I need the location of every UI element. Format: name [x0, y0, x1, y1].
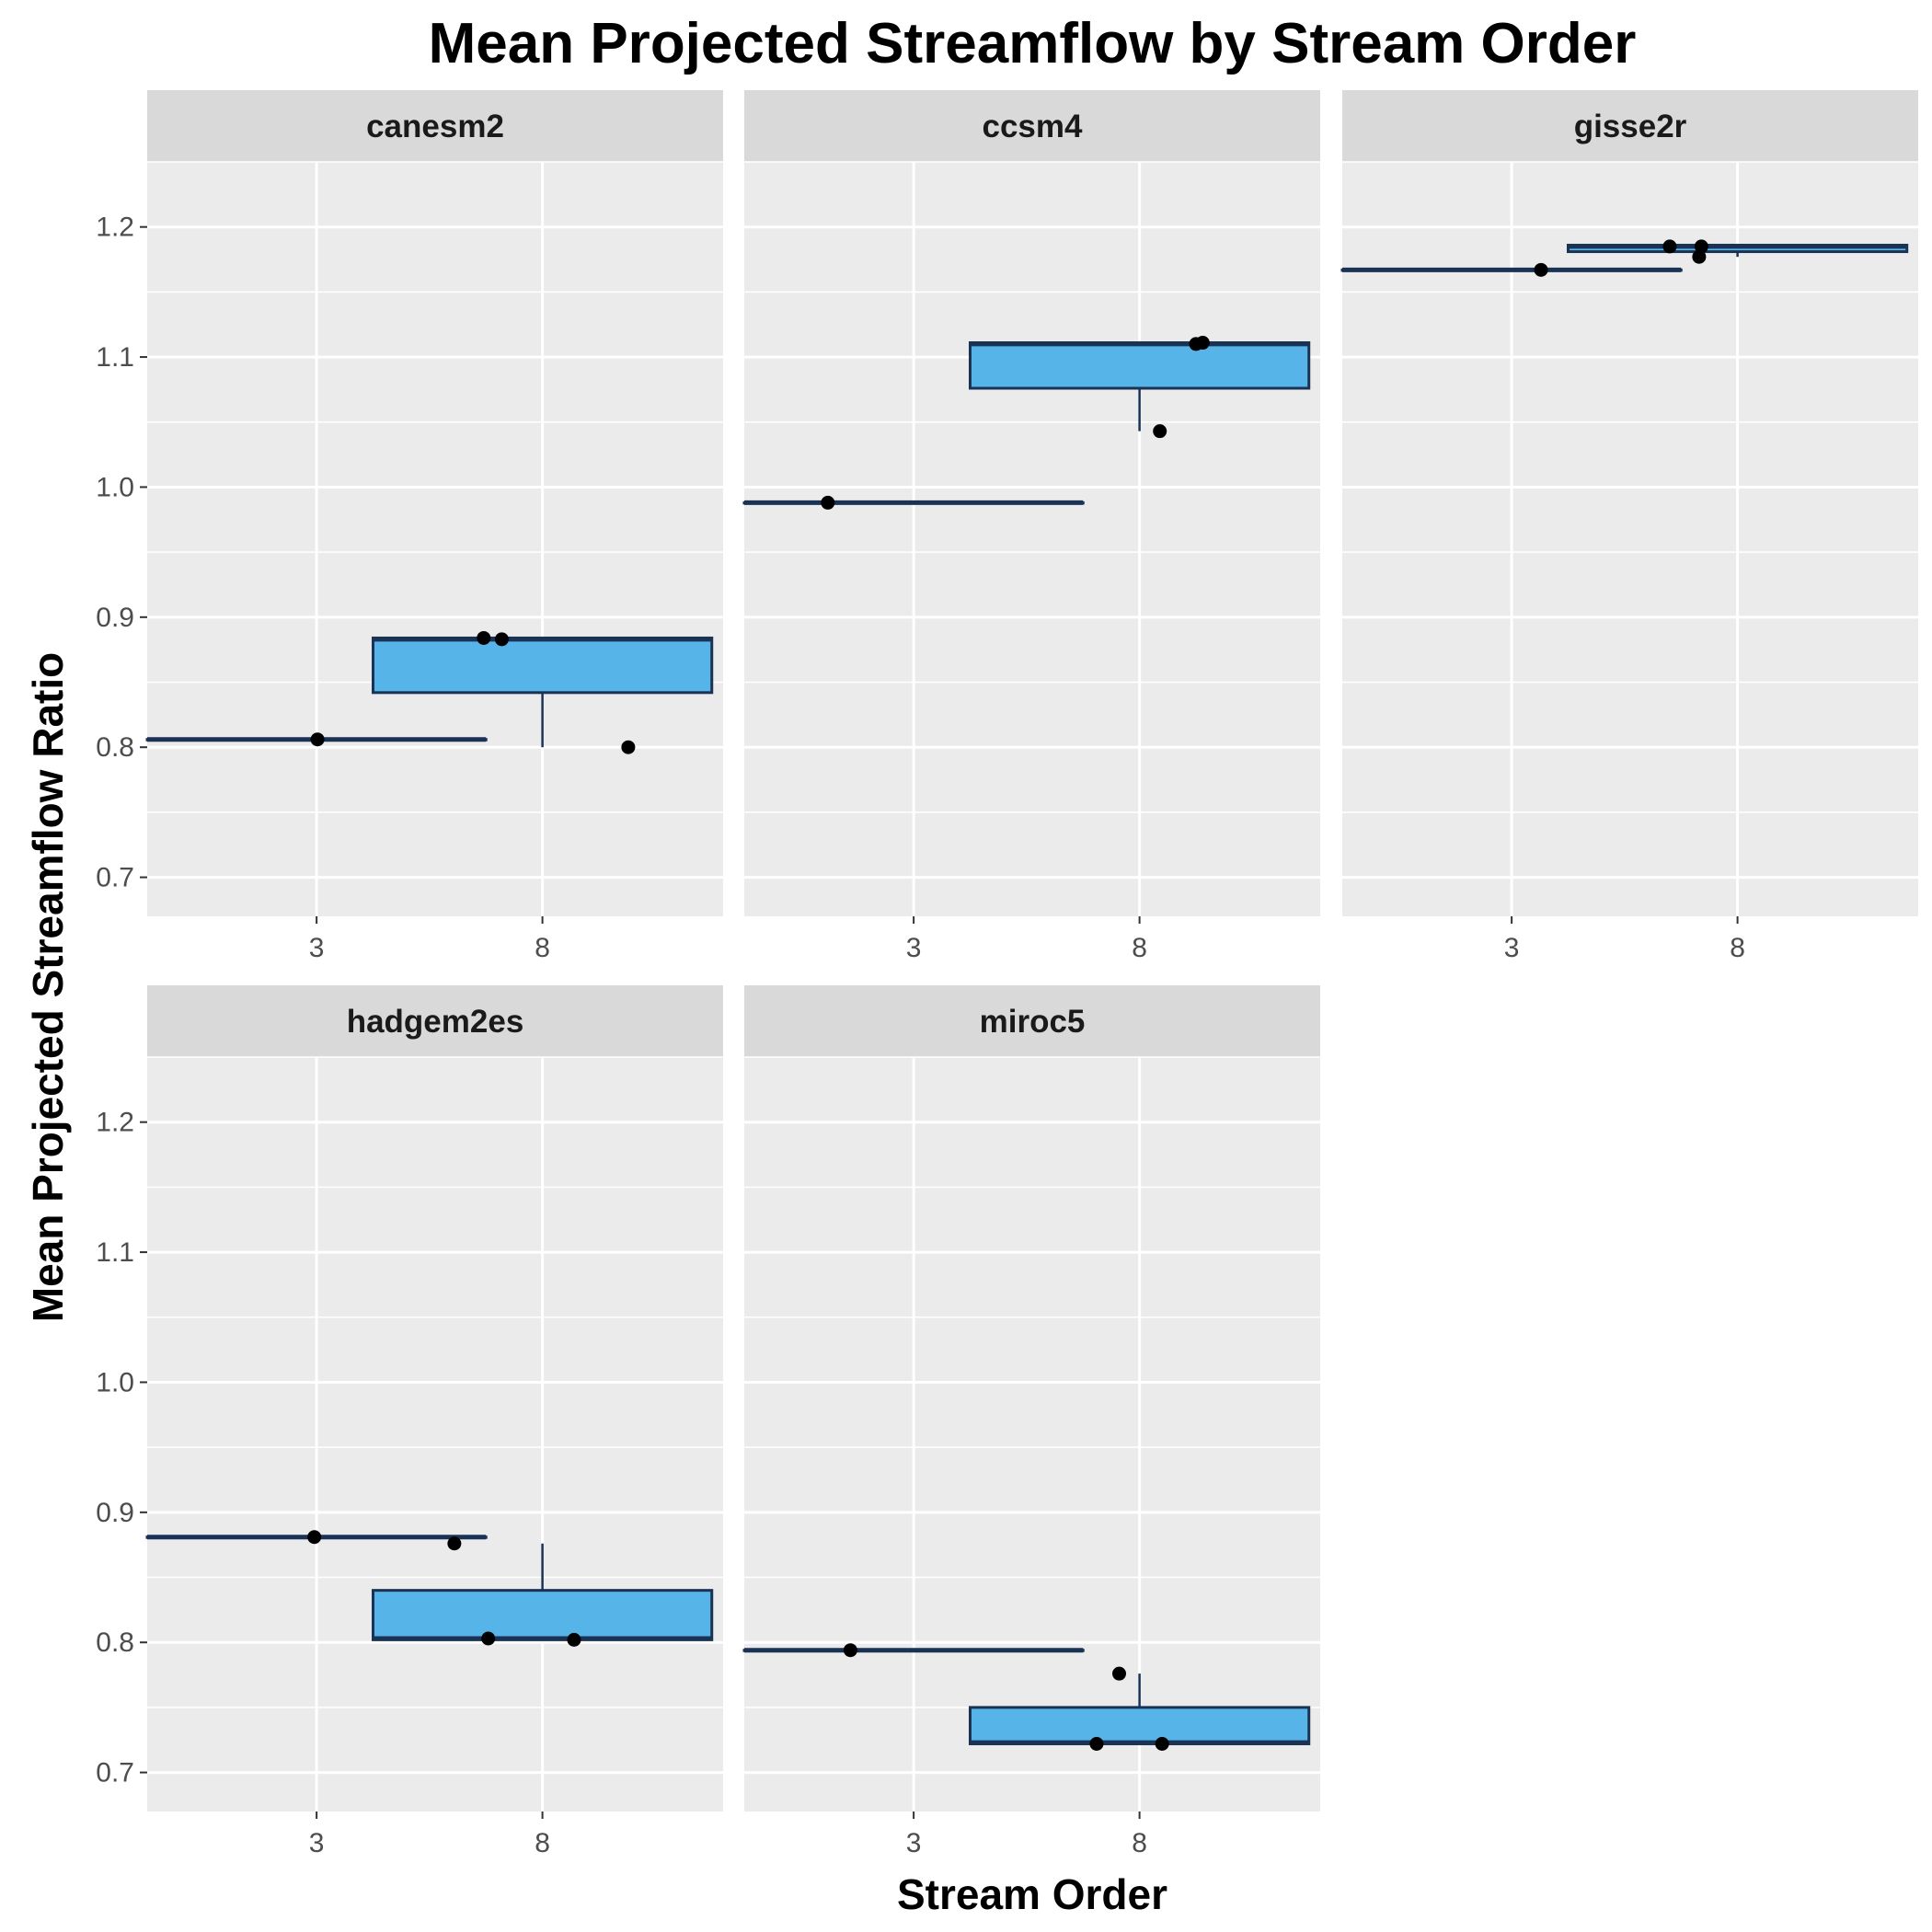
x-tick-label: 3	[906, 1828, 922, 1858]
y-tick-label: 0.9	[96, 603, 134, 633]
x-tick-label: 8	[535, 1828, 550, 1858]
x-tick-label: 8	[535, 933, 550, 963]
data-point	[1153, 424, 1167, 439]
facet-strip-label: miroc5	[980, 1004, 1086, 1040]
data-point	[621, 740, 636, 754]
panel-background	[147, 1057, 723, 1811]
y-tick-label: 1.2	[96, 1108, 134, 1138]
data-point	[821, 495, 835, 510]
y-tick-label: 0.8	[96, 732, 134, 763]
data-point	[1694, 239, 1708, 254]
boxplot-group-8	[968, 1666, 1311, 1751]
data-point	[1155, 1736, 1169, 1751]
y-tick-label: 1.0	[96, 1367, 134, 1397]
facet-panel-gisse2r: gisse2r 3 8	[1340, 90, 1918, 963]
data-point	[1089, 1736, 1104, 1751]
boxplot-group-8	[1566, 239, 1909, 264]
data-point	[567, 1632, 581, 1647]
x-tick-label: 8	[1132, 1828, 1147, 1858]
panel-background	[1342, 162, 1918, 916]
box-iqr	[371, 636, 714, 695]
facet-panel-hadgem2es: hadgem2es 0.7 0.8 0.9 1.0 1.1 1.2 3 8	[96, 985, 723, 1858]
box-iqr	[968, 1706, 1311, 1745]
data-point	[1534, 262, 1548, 277]
boxplot-group-3	[1340, 262, 1683, 277]
facet-strip	[744, 985, 1320, 1057]
facet-panel-canesm2: canesm2 0.7 0.8 0.9 1.0 1.1 1.2 3 8	[96, 90, 723, 963]
data-point	[447, 1536, 462, 1551]
x-tick-label: 3	[1504, 933, 1520, 963]
y-tick-label: 1.1	[96, 342, 134, 373]
chart-title: Mean Projected Streamflow by Stream Orde…	[429, 12, 1637, 75]
x-tick-label: 8	[1730, 933, 1745, 963]
y-tick-label: 0.9	[96, 1498, 134, 1528]
boxplot-group-3	[145, 1530, 488, 1545]
y-tick-label: 0.8	[96, 1627, 134, 1658]
facet-panel-miroc5: miroc5 3 8	[742, 985, 1320, 1858]
data-point	[481, 1631, 496, 1646]
boxplot-group-3	[742, 1643, 1085, 1658]
data-point	[310, 732, 325, 747]
facet-strip	[147, 985, 723, 1057]
box-iqr	[968, 341, 1311, 390]
x-tick-label: 3	[906, 933, 922, 963]
x-axis-title: Stream Order	[897, 1870, 1167, 1918]
facet-strip-label: hadgem2es	[347, 1004, 524, 1040]
panel-background	[744, 1057, 1320, 1811]
y-tick-label: 1.1	[96, 1237, 134, 1268]
y-tick-label: 1.0	[96, 472, 134, 502]
facet-strip-label: ccsm4	[983, 109, 1084, 144]
y-tick-label: 1.2	[96, 213, 134, 243]
y-axis-title: Mean Projected Streamflow Ratio	[24, 652, 72, 1323]
data-point	[1662, 239, 1677, 254]
data-point	[1692, 249, 1707, 264]
data-point	[843, 1643, 857, 1658]
facet-strip	[1342, 90, 1918, 162]
data-point	[1195, 336, 1210, 351]
y-tick-label: 0.7	[96, 863, 134, 893]
boxplot-group-8	[371, 630, 714, 754]
facet-strip	[744, 90, 1320, 162]
facet-strip-label: gisse2r	[1574, 109, 1687, 144]
panel-background	[744, 162, 1320, 916]
data-point	[307, 1530, 322, 1545]
facet-panel-ccsm4: ccsm4 3 8	[742, 90, 1320, 963]
data-point	[1112, 1666, 1127, 1681]
boxplot-group-3	[145, 732, 488, 747]
x-tick-label: 8	[1132, 933, 1147, 963]
facet-strip	[147, 90, 723, 162]
data-point	[477, 630, 491, 645]
y-tick-label: 0.7	[96, 1758, 134, 1788]
x-tick-label: 3	[309, 933, 325, 963]
facet-strip-label: canesm2	[366, 109, 504, 144]
panel-background	[147, 162, 723, 916]
boxplot-group-3	[742, 495, 1085, 510]
boxplot-group-8	[371, 1536, 714, 1647]
box-iqr	[371, 1589, 714, 1641]
x-tick-label: 3	[309, 1828, 325, 1858]
boxplot-group-8	[968, 336, 1311, 439]
data-point	[494, 632, 509, 647]
